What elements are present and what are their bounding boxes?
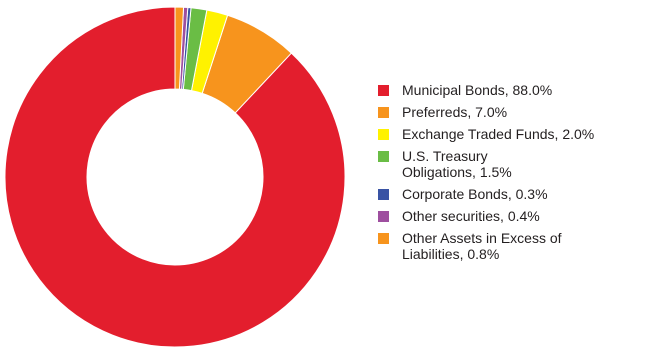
legend-swatch xyxy=(378,85,389,96)
legend-label-line-1: Other Assets in Excess of xyxy=(402,230,562,246)
donut-slice-6 xyxy=(174,6,185,90)
legend-swatch xyxy=(378,107,389,118)
legend-swatch xyxy=(378,189,389,200)
legend-swatch xyxy=(378,211,389,222)
legend-label: Municipal Bonds, 88.0% xyxy=(402,82,553,98)
legend-label: Preferreds, 7.0% xyxy=(402,104,508,120)
legend-item-preferreds: Preferreds, 7.0% xyxy=(378,104,643,120)
legend-swatch xyxy=(378,233,389,244)
legend-item-us-treasury-obligations: U.S. Treasury Obligations, 1.5% xyxy=(378,148,643,180)
legend-item-municipal-bonds: Municipal Bonds, 88.0% xyxy=(378,82,643,98)
legend-label-line-2: Liabilities, 0.8% xyxy=(402,246,500,262)
legend: Municipal Bonds, 88.0% Preferreds, 7.0% … xyxy=(378,82,643,268)
legend-label-line-2: Obligations, 1.5% xyxy=(402,164,512,180)
legend-item-corporate-bonds: Corporate Bonds, 0.3% xyxy=(378,186,643,202)
legend-label: Other securities, 0.4% xyxy=(402,208,540,224)
legend-swatch xyxy=(378,151,389,162)
legend-label: Exchange Traded Funds, 2.0% xyxy=(402,126,595,142)
legend-label: Corporate Bonds, 0.3% xyxy=(402,186,548,202)
legend-swatch xyxy=(378,129,389,140)
legend-item-exchange-traded-funds: Exchange Traded Funds, 2.0% xyxy=(378,126,643,142)
donut-slice-0 xyxy=(4,6,346,347)
legend-item-other-securities: Other securities, 0.4% xyxy=(378,208,643,224)
donut-chart xyxy=(4,6,346,347)
legend-label-line-1: U.S. Treasury xyxy=(402,148,488,164)
legend-item-other-assets: Other Assets in Excess of Liabilities, 0… xyxy=(378,230,643,262)
